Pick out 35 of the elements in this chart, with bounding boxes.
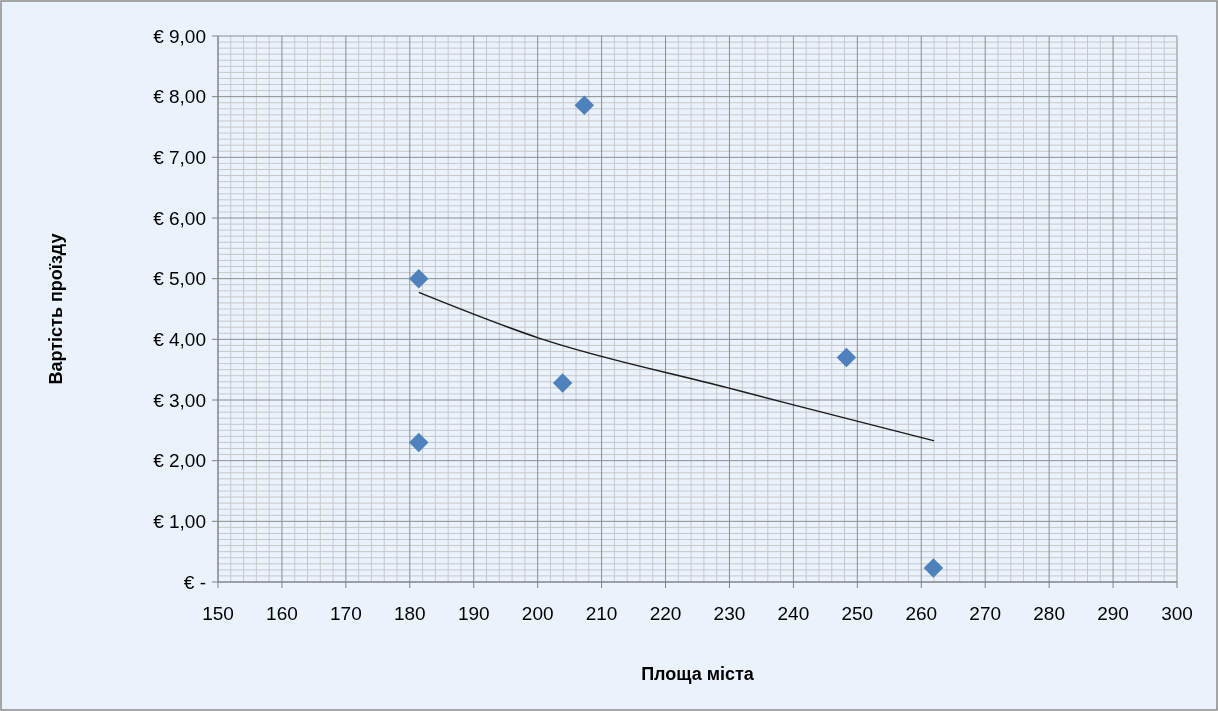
x-tick-label: 150 [202,603,234,624]
y-tick-label: € 6,00 [153,207,206,229]
y-tick-label: € 4,00 [153,328,206,350]
y-tick-label: € 9,00 [153,25,206,47]
x-tick-label: 190 [457,603,490,624]
x-tick-label: 160 [266,603,298,624]
x-tick-label: 270 [969,603,1002,624]
point [836,347,857,368]
x-axis-title: Площа міста [641,664,755,684]
x-tick-label: 250 [841,603,874,624]
x-tick-label: 230 [713,603,746,624]
x-tick-label: 180 [393,603,426,624]
x-tick-label: 210 [585,603,618,624]
x-tick-label: 240 [777,603,810,624]
point [409,432,429,453]
line-series [418,291,935,442]
point [552,373,573,393]
y-tick-label: € 1,00 [153,510,206,532]
x-tick-label: 170 [330,603,362,624]
point [923,558,944,578]
x-tick-label: 280 [1033,603,1065,624]
y-axis-title: Вартість проїзду [46,233,66,385]
y-tick-label: € 2,00 [153,450,206,472]
y-tick-label: € 8,00 [153,86,206,108]
y-tick-label: € 5,00 [153,268,206,290]
point [409,268,429,289]
x-tick-label: 300 [1161,603,1193,624]
point [574,95,595,115]
x-tick-label: 220 [649,603,682,624]
x-tick-label: 290 [1097,603,1129,624]
x-tick-label: 260 [905,603,938,624]
y-tick-label: € 3,00 [153,389,206,411]
y-tick-label: € 7,00 [153,146,206,168]
y-tick-label: € - [183,571,206,593]
x-tick-label: 200 [521,603,554,624]
